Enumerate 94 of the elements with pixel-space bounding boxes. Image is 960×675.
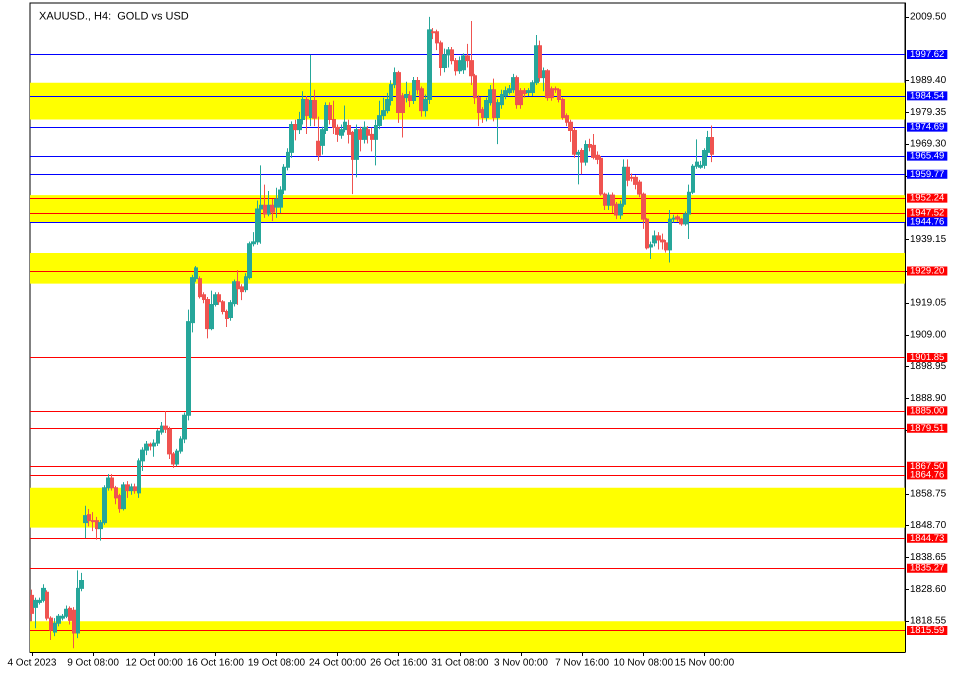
candlestick [370,127,374,152]
y-tick-label: 1898.95 [910,361,947,372]
candlestick [198,276,202,300]
y-tick-label: 1838.65 [910,552,947,564]
ref-line-label: 1997.62 [910,49,944,60]
candlestick [236,270,240,306]
candlestick [129,483,134,496]
x-tick-label: 16 Oct 16:00 [186,658,244,668]
ref-line-label: 1815.59 [910,625,944,636]
candlestick [274,187,279,218]
candlestick [41,584,46,603]
x-tick-label: 10 Nov 08:00 [614,658,674,668]
candlestick [53,618,57,637]
candlestick [538,40,542,82]
candlestick [412,76,416,104]
ref-line-label: 1974.69 [910,122,944,133]
y-tick-label: 1979.35 [910,106,947,118]
candlestick [305,96,309,134]
y-tick-label: 1969.30 [910,138,947,150]
candlestick [87,508,91,527]
y-tick-label: 1939.15 [910,234,947,246]
x-tick-label: 24 Oct 00:00 [308,658,367,668]
x-tick-label: 4 Oct 2023 [7,658,57,668]
x-tick-label: 9 Oct 08:00 [67,658,120,668]
ref-line-label: 1984.54 [910,90,944,102]
candlestick [267,190,271,217]
candlestick [30,589,34,622]
candlestick [133,483,137,494]
candlestick [259,164,263,244]
candlestick [461,52,466,74]
x-tick-label: 3 Nov 00:00 [494,658,548,668]
x-tick-label: 19 Oct 08:00 [248,658,306,668]
candlestick [125,480,130,498]
ref-line-label: 1944.76 [910,216,944,228]
x-tick-label: 12 Oct 00:00 [126,658,184,668]
ref-line-label: 1952.24 [910,192,944,204]
candlestick [362,120,367,144]
ref-line-label: 1844.73 [910,532,944,544]
y-tick-label: 1888.90 [910,393,947,404]
candlestick [408,90,412,108]
candlestick [270,198,275,222]
candlestick [656,232,661,250]
candlestick [710,124,714,163]
y-tick-label: 1828.60 [910,584,947,595]
candlestick [545,68,550,102]
candlestick [404,81,409,103]
candlestick [121,482,126,512]
ref-line-label: 1864.76 [910,469,944,480]
candlestick [354,124,359,178]
ref-line-label: 1901.85 [910,352,944,364]
y-tick-label: 2009.50 [910,11,947,22]
candlestick [209,290,214,331]
candlestick [263,184,267,218]
ref-line-label: 1835.27 [910,562,944,574]
ref-line-label: 1947.52 [910,208,944,219]
candlestick [442,48,447,73]
x-tick-label: 31 Oct 08:00 [431,658,489,668]
candlestick [492,78,496,122]
text: XAUUSD., H4: GOLD vs USD [39,10,189,22]
y-tick-label: 1848.70 [910,520,947,532]
x-tick-label: 15 Nov 00:00 [674,658,735,668]
ref-line-label: 1959.77 [910,168,944,180]
candlestick [293,119,298,141]
candlestick [446,46,451,68]
x-tick-label: 26 Oct 16:00 [370,658,428,668]
candlestick [591,134,596,160]
candlestick [358,126,363,152]
candlestick [668,209,672,263]
candlestick [515,74,519,110]
candlestick [309,54,313,127]
x-tick-label: 7 Nov 16:00 [555,658,610,668]
candlestick [72,606,76,649]
candlestick [584,140,588,166]
ref-line-label: 1867.50 [910,460,944,472]
candlestick [95,516,99,540]
ref-line-label: 1879.51 [910,422,944,434]
candlestick [542,67,546,92]
candlestick [580,148,584,175]
candlestick [576,149,581,185]
candlestick [675,214,680,222]
y-tick-label: 1858.75 [910,488,947,500]
candlestick [83,505,88,539]
candlestick [33,597,38,629]
y-tick-label: 1919.05 [910,298,947,309]
ref-line-label: 1965.49 [910,150,944,162]
y-tick-label: 1818.55 [910,616,947,627]
candlestick [148,442,153,451]
y-tick-label: 1909.00 [910,329,947,340]
y-tick-label: 1989.40 [910,75,947,86]
candlestick [626,158,630,187]
candlestick [660,233,665,250]
ref-line-label: 1885.00 [910,405,944,416]
ref-line-label: 1929.20 [910,266,944,277]
candlestick [76,570,80,639]
